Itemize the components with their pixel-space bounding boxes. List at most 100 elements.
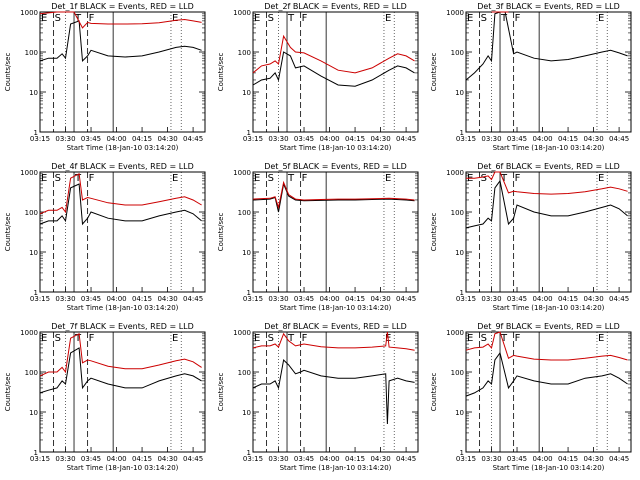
event-marker-label: F [89, 333, 95, 344]
x-tick-label: 03:30 [268, 295, 288, 303]
x-tick-label: 03:45 [507, 455, 527, 463]
x-tick-label: 04:15 [558, 295, 578, 303]
event-marker-label: E [41, 173, 47, 184]
x-axis-label: Start Time (18-Jan-10 03:14:20) [67, 304, 179, 312]
x-tick-label: 04:00 [106, 135, 126, 143]
event-marker-label: S [55, 173, 61, 184]
y-tick-label: 1000 [20, 329, 38, 337]
x-tick-label: 04:30 [583, 295, 603, 303]
x-tick-label: 04:15 [132, 455, 152, 463]
detector-plot: Det_6f BLACK = Events, RED = LLD 1 10 100 10… [430, 162, 632, 312]
event-marker-label: S [481, 333, 487, 344]
event-marker-label: E [467, 333, 473, 344]
y-tick-label: 1 [460, 449, 464, 457]
x-tick-label: 04:15 [132, 295, 152, 303]
plot-title: Det_6f BLACK = Events, RED = LLD [477, 162, 620, 171]
event-marker-label: F [89, 13, 95, 24]
x-tick-label: 04:00 [319, 135, 339, 143]
x-tick-label: 04:00 [319, 295, 339, 303]
x-tick-label: 03:15 [243, 295, 263, 303]
plot-title: Det_4f BLACK = Events, RED = LLD [51, 162, 194, 171]
y-axis-label: Counts/sec [4, 53, 12, 92]
event-marker-label: S [268, 333, 274, 344]
events-series-line [252, 358, 415, 425]
x-tick-label: 03:30 [481, 295, 501, 303]
plot-frame [252, 331, 419, 453]
y-tick-label: 100 [451, 369, 464, 377]
plot-title: Det_5f BLACK = Events, RED = LLD [264, 162, 407, 171]
plot-title: Det_1f BLACK = Events, RED = LLD [51, 2, 194, 11]
y-tick-label: 1000 [233, 169, 251, 177]
plot-frame [252, 171, 419, 293]
events-series-line [465, 179, 628, 229]
x-tick-label: 04:30 [157, 135, 177, 143]
y-tick-label: 10 [455, 409, 464, 417]
events-series-line [39, 183, 202, 226]
event-marker-label: S [481, 13, 487, 24]
detector-plot: Det_5f BLACK = Events, RED = LLD 1 10 100 10… [217, 162, 419, 312]
event-marker-label: E [467, 13, 473, 24]
x-axis-label: Start Time (18-Jan-10 03:14:20) [67, 464, 179, 472]
event-marker-label: T [500, 13, 508, 24]
y-axis-label: Counts/sec [4, 373, 12, 412]
event-marker-label: E [41, 13, 47, 24]
x-tick-label: 03:30 [55, 135, 75, 143]
plot-frame [465, 331, 632, 453]
event-marker-label: E [172, 333, 178, 344]
y-tick-label: 1000 [446, 169, 464, 177]
x-tick-label: 03:45 [294, 455, 314, 463]
x-tick-label: 04:45 [396, 455, 416, 463]
x-tick-label: 04:30 [157, 295, 177, 303]
event-marker-label: T [74, 333, 82, 344]
y-tick-label: 1000 [233, 9, 251, 17]
x-tick-label: 04:00 [106, 455, 126, 463]
x-tick-label: 04:30 [370, 295, 390, 303]
event-marker-label: E [172, 13, 178, 24]
x-tick-label: 04:45 [609, 455, 629, 463]
y-tick-label: 1 [247, 129, 251, 137]
y-tick-label: 10 [29, 89, 38, 97]
x-tick-label: 03:15 [30, 455, 50, 463]
detector-plot: Det_7f BLACK = Events, RED = LLD 1 10 100 10… [4, 322, 206, 472]
detector-plot: Det_4f BLACK = Events, RED = LLD 1 10 100 10… [4, 162, 206, 312]
lld-series-line [252, 34, 415, 74]
y-tick-label: 10 [455, 89, 464, 97]
x-tick-label: 04:45 [396, 295, 416, 303]
y-axis-label: Counts/sec [430, 213, 438, 252]
x-tick-label: 04:15 [345, 295, 365, 303]
plot-frame [39, 171, 206, 293]
x-tick-label: 04:45 [609, 135, 629, 143]
detector-plot: Det_2f BLACK = Events, RED = LLD 1 10 100 10… [217, 2, 419, 152]
detector-plot: Det_9f BLACK = Events, RED = LLD 1 10 100 10… [430, 322, 632, 472]
event-marker-label: F [302, 13, 308, 24]
event-marker-label: F [302, 173, 308, 184]
x-tick-label: 04:15 [132, 135, 152, 143]
plot-title: Det_3f BLACK = Events, RED = LLD [477, 2, 620, 11]
event-marker-label: E [41, 333, 47, 344]
x-tick-label: 04:15 [345, 455, 365, 463]
y-axis-label: Counts/sec [430, 373, 438, 412]
y-tick-label: 10 [242, 89, 251, 97]
event-marker-label: S [268, 13, 274, 24]
plot-title: Det_2f BLACK = Events, RED = LLD [264, 2, 407, 11]
x-tick-label: 04:45 [183, 455, 203, 463]
x-tick-label: 04:30 [157, 455, 177, 463]
x-tick-label: 04:45 [396, 135, 416, 143]
event-marker-label: F [515, 333, 521, 344]
event-marker-label: E [254, 13, 260, 24]
y-tick-label: 10 [242, 249, 251, 257]
y-tick-label: 100 [451, 209, 464, 217]
x-tick-label: 04:30 [583, 455, 603, 463]
y-axis-label: Counts/sec [217, 213, 225, 252]
x-tick-label: 03:30 [481, 135, 501, 143]
lld-series-line [252, 331, 415, 351]
x-tick-label: 03:15 [243, 135, 263, 143]
y-tick-label: 1 [34, 289, 38, 297]
event-marker-label: S [55, 333, 61, 344]
event-marker-label: F [302, 333, 308, 344]
events-series-line [465, 351, 628, 397]
x-tick-label: 04:45 [609, 295, 629, 303]
y-tick-label: 10 [242, 409, 251, 417]
y-tick-label: 1 [34, 129, 38, 137]
event-marker-label: E [254, 333, 260, 344]
